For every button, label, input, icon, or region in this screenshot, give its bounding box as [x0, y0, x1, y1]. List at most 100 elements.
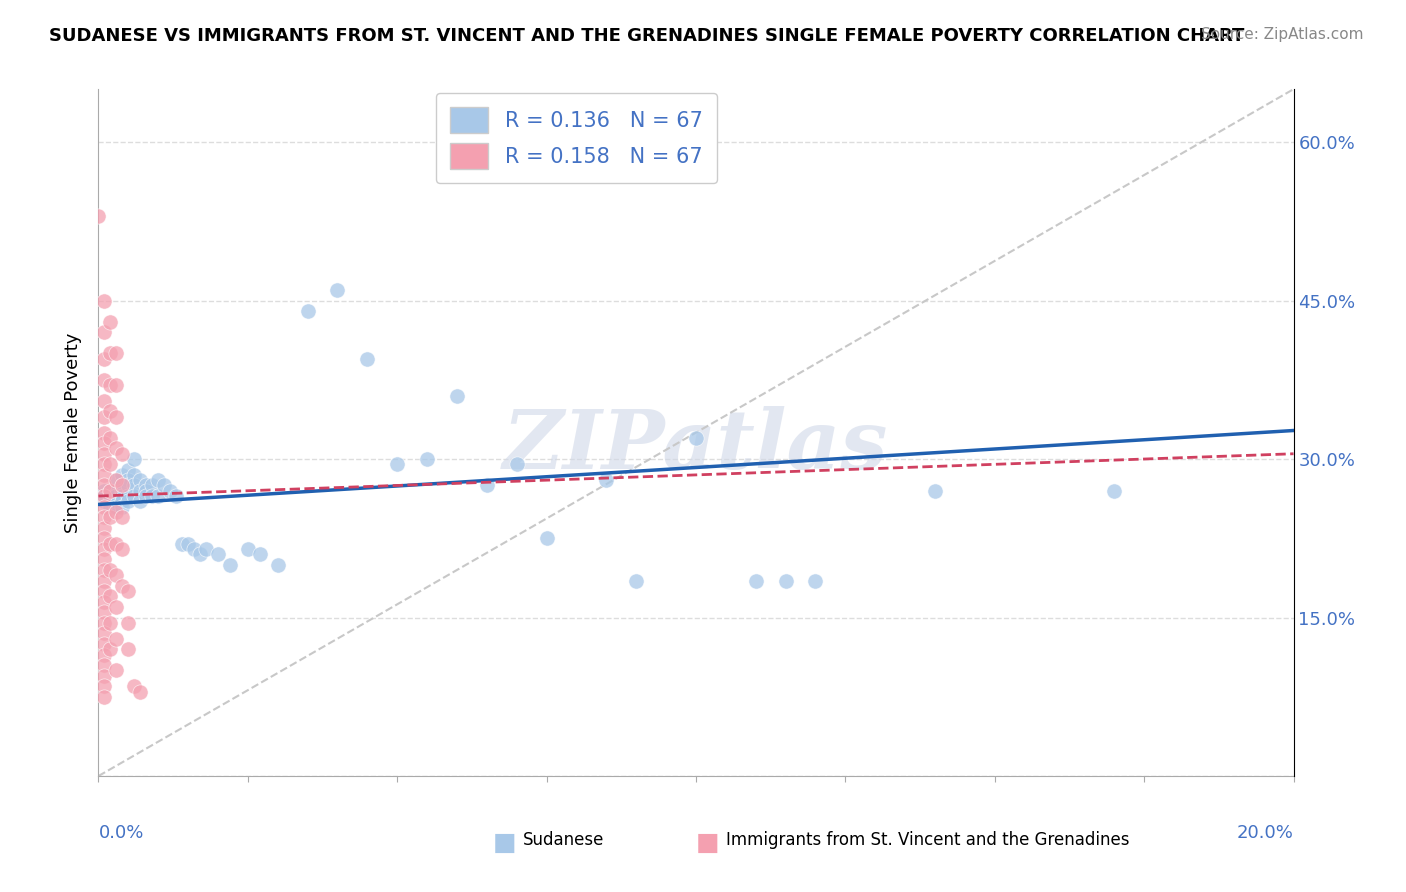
Point — [93, 489, 115, 503]
Point — [129, 483, 152, 498]
Point — [385, 458, 409, 472]
Point — [93, 425, 115, 440]
Point — [93, 483, 115, 498]
Point — [105, 494, 128, 508]
Point — [117, 642, 139, 657]
Point — [536, 531, 558, 545]
Point — [129, 473, 152, 487]
Point — [165, 489, 187, 503]
Point — [105, 536, 128, 550]
Point — [98, 536, 122, 550]
Point — [111, 483, 134, 498]
Point — [105, 473, 128, 487]
Point — [135, 483, 157, 498]
Point — [98, 483, 122, 498]
Point — [124, 489, 146, 503]
Point — [111, 478, 134, 492]
Point — [124, 452, 146, 467]
Point — [804, 574, 827, 588]
Point — [1104, 483, 1126, 498]
Point — [111, 447, 134, 461]
Point — [117, 615, 139, 630]
Point — [183, 541, 205, 556]
Point — [172, 536, 194, 550]
Point — [93, 447, 115, 461]
Point — [267, 558, 290, 572]
Point — [207, 547, 229, 561]
Point — [475, 478, 498, 492]
Point — [129, 684, 152, 698]
Point — [117, 462, 139, 476]
Point — [93, 605, 115, 619]
Point — [775, 574, 797, 588]
Point — [105, 568, 128, 582]
Point — [93, 690, 115, 704]
Text: Sudanese: Sudanese — [523, 831, 605, 849]
Point — [93, 351, 115, 366]
Point — [111, 500, 134, 514]
Point — [111, 489, 134, 503]
Point — [326, 283, 349, 297]
Point — [195, 541, 218, 556]
Point — [236, 541, 259, 556]
Point — [93, 668, 115, 682]
Point — [159, 483, 181, 498]
Text: 0.0%: 0.0% — [98, 824, 143, 842]
Point — [177, 536, 200, 550]
Text: ■: ■ — [494, 831, 516, 855]
Point — [98, 458, 122, 472]
Text: ■: ■ — [696, 831, 720, 855]
Point — [105, 664, 128, 678]
Point — [93, 494, 115, 508]
Point — [98, 615, 122, 630]
Point — [98, 378, 122, 392]
Point — [148, 473, 170, 487]
Point — [595, 473, 617, 487]
Point — [148, 489, 170, 503]
Point — [98, 404, 122, 418]
Point — [93, 563, 115, 577]
Point — [111, 541, 134, 556]
Point — [93, 584, 115, 599]
Text: Immigrants from St. Vincent and the Grenadines: Immigrants from St. Vincent and the Gren… — [725, 831, 1129, 849]
Point — [124, 478, 146, 492]
Point — [188, 547, 211, 561]
Point — [93, 574, 115, 588]
Point — [93, 531, 115, 545]
Point — [98, 315, 122, 329]
Point — [924, 483, 946, 498]
Point — [98, 346, 122, 360]
Point — [416, 452, 439, 467]
Point — [105, 442, 128, 456]
Point — [98, 489, 122, 503]
Point — [93, 615, 115, 630]
Point — [446, 389, 468, 403]
Point — [117, 489, 139, 503]
Point — [129, 494, 152, 508]
Point — [117, 478, 139, 492]
Point — [87, 209, 110, 223]
Point — [141, 489, 163, 503]
Point — [93, 648, 115, 662]
Text: Source: ZipAtlas.com: Source: ZipAtlas.com — [1201, 27, 1364, 42]
Point — [105, 505, 128, 519]
Point — [93, 626, 115, 640]
Point — [105, 500, 128, 514]
Point — [297, 304, 319, 318]
Text: SUDANESE VS IMMIGRANTS FROM ST. VINCENT AND THE GRENADINES SINGLE FEMALE POVERTY: SUDANESE VS IMMIGRANTS FROM ST. VINCENT … — [49, 27, 1244, 45]
Point — [745, 574, 768, 588]
Point — [93, 521, 115, 535]
Point — [124, 679, 146, 693]
Point — [141, 478, 163, 492]
Point — [93, 679, 115, 693]
Point — [93, 541, 115, 556]
Point — [93, 393, 115, 408]
Point — [105, 599, 128, 614]
Point — [93, 658, 115, 673]
Point — [98, 563, 122, 577]
Point — [153, 478, 176, 492]
Point — [105, 378, 128, 392]
Point — [506, 458, 529, 472]
Point — [93, 293, 115, 308]
Point — [117, 473, 139, 487]
